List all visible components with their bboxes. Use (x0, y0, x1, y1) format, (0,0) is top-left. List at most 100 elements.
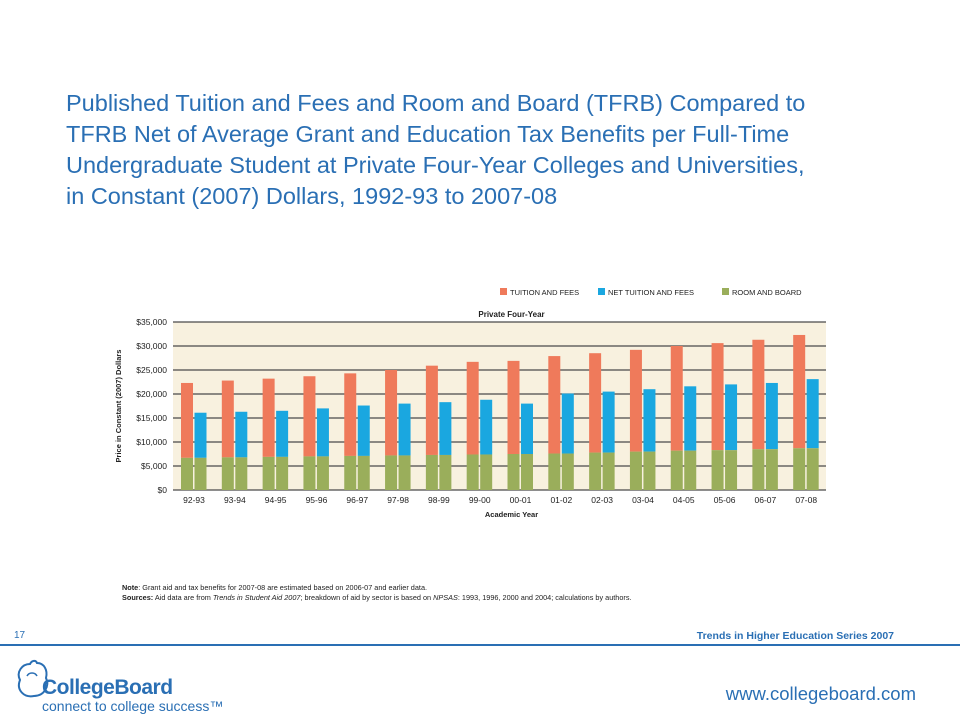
page-number: 17 (14, 630, 26, 641)
bar-room-and-board (398, 455, 411, 490)
y-tick-label: $5,000 (141, 461, 167, 471)
sources-text: Aid data are from (153, 593, 213, 602)
title-line: Undergraduate Student at Private Four-Ye… (66, 152, 805, 178)
y-tick-label: $10,000 (136, 437, 167, 447)
legend-label: ROOM AND BOARD (732, 288, 802, 297)
bar-tuition-and-fees (589, 353, 602, 453)
x-tick-label: 96-97 (346, 495, 368, 505)
x-tick-label: 00-01 (510, 495, 532, 505)
bar-tuition-and-fees (670, 346, 683, 451)
bar-room-and-board (684, 450, 697, 490)
sources-line: Sources: Aid data are from Trends in Stu… (122, 593, 842, 603)
y-tick-label: $30,000 (136, 341, 167, 351)
bar-tuition-and-fees (548, 356, 561, 454)
note-label: Note (122, 583, 139, 592)
bar-room-and-board (262, 456, 275, 490)
bar-room-and-board (793, 448, 806, 490)
legend-label: TUITION AND FEES (510, 288, 579, 297)
bar-tuition-and-fees (344, 373, 357, 456)
sources-label: Sources: (122, 593, 154, 602)
bar-tuition-and-fees (466, 361, 479, 455)
title-line: TFRB Net of Average Grant and Education … (66, 121, 790, 147)
x-tick-label: 02-03 (591, 495, 613, 505)
bar-tuition-and-fees (425, 365, 438, 455)
bar-net-tuition-and-fees (357, 405, 370, 456)
bar-room-and-board (357, 455, 370, 490)
logo-name: CollegeBoard (42, 676, 173, 699)
bar-room-and-board (276, 456, 289, 490)
x-tick-label: 93-94 (224, 495, 246, 505)
bar-net-tuition-and-fees (684, 386, 697, 451)
title-line: Published Tuition and Fees and Room and … (66, 90, 806, 116)
y-axis-label: Price in Constant (2007) Dollars (114, 350, 123, 463)
bar-room-and-board (548, 453, 561, 490)
legend-swatch (722, 288, 729, 295)
legend-swatch (598, 288, 605, 295)
bar-room-and-board (602, 452, 615, 490)
y-tick-label: $0 (158, 485, 168, 495)
x-tick-label: 92-93 (183, 495, 205, 505)
series-name: Trends in Higher Education Series 2007 (696, 630, 894, 642)
bar-tuition-and-fees (262, 378, 275, 457)
y-tick-label: $35,000 (136, 317, 167, 327)
bar-tuition-and-fees (629, 349, 642, 452)
bar-net-tuition-and-fees (235, 411, 248, 458)
bar-tuition-and-fees (303, 376, 316, 457)
legend-label: NET TUITION AND FEES (608, 288, 694, 297)
bar-tuition-and-fees (507, 360, 520, 454)
x-tick-label: 01-02 (550, 495, 572, 505)
bar-tuition-and-fees (752, 339, 765, 450)
bar-net-tuition-and-fees (561, 393, 574, 454)
bar-room-and-board (670, 450, 683, 490)
y-tick-label: $15,000 (136, 413, 167, 423)
bar-net-tuition-and-fees (194, 412, 207, 458)
bar-room-and-board (629, 451, 642, 490)
acorn-logo-icon (17, 659, 49, 698)
sources-title: Trends in Student Aid 2007 (212, 593, 301, 602)
bar-tuition-and-fees (711, 343, 724, 451)
bar-tuition-and-fees (221, 380, 234, 458)
bar-room-and-board (194, 457, 207, 490)
x-tick-label: 06-07 (755, 495, 777, 505)
title-line: in Constant (2007) Dollars, 1992-93 to 2… (66, 183, 558, 209)
bar-room-and-board (480, 454, 493, 490)
website-link[interactable]: www.collegeboard.com (725, 683, 916, 704)
x-tick-label: 05-06 (714, 495, 736, 505)
bar-net-tuition-and-fees (806, 379, 819, 449)
bar-net-tuition-and-fees (521, 403, 533, 454)
bar-room-and-board (752, 449, 765, 490)
bar-room-and-board (316, 456, 329, 490)
logo-tagline: connect to college success™ (42, 698, 224, 714)
chart-notes: Note: Grant aid and tax benefits for 200… (122, 583, 842, 603)
bar-room-and-board (425, 454, 438, 490)
sources-text: ; breakdown of aid by sector is based on (300, 593, 434, 602)
bar-tuition-and-fees (181, 382, 193, 458)
sources-text: : 1993, 1996, 2000 and 2004; calculation… (457, 593, 632, 602)
bar-room-and-board (725, 450, 738, 490)
bar-room-and-board (521, 454, 533, 490)
bar-chart: $0 $5,000 $10,000 $15,000 $20,000 $25,000 $30,… (114, 288, 826, 519)
slide-title: Published Tuition and Fees and Room and … (66, 88, 926, 212)
chart-title: Private Four-Year (478, 310, 544, 319)
x-axis-label: Academic Year (485, 510, 538, 519)
x-tick-label: 97-98 (387, 495, 409, 505)
bar-net-tuition-and-fees (643, 389, 656, 452)
bar-room-and-board (561, 453, 574, 490)
bar-room-and-board (344, 455, 357, 490)
bar-room-and-board (711, 450, 724, 490)
footer-divider (0, 644, 960, 646)
bar-room-and-board (439, 454, 452, 490)
bar-room-and-board (235, 457, 248, 490)
x-tick-label: 99-00 (469, 495, 491, 505)
bar-net-tuition-and-fees (316, 408, 329, 457)
bar-net-tuition-and-fees (765, 382, 778, 450)
bar-net-tuition-and-fees (480, 399, 493, 455)
bar-tuition-and-fees (793, 334, 806, 449)
sources-title: NPSAS (433, 593, 458, 602)
note-text: : Grant aid and tax benefits for 2007-08… (138, 583, 428, 592)
x-tick-label: 04-05 (673, 495, 695, 505)
bar-net-tuition-and-fees (725, 384, 738, 451)
bar-room-and-board (806, 448, 819, 490)
bar-room-and-board (303, 456, 316, 490)
x-tick-label: 98-99 (428, 495, 450, 505)
